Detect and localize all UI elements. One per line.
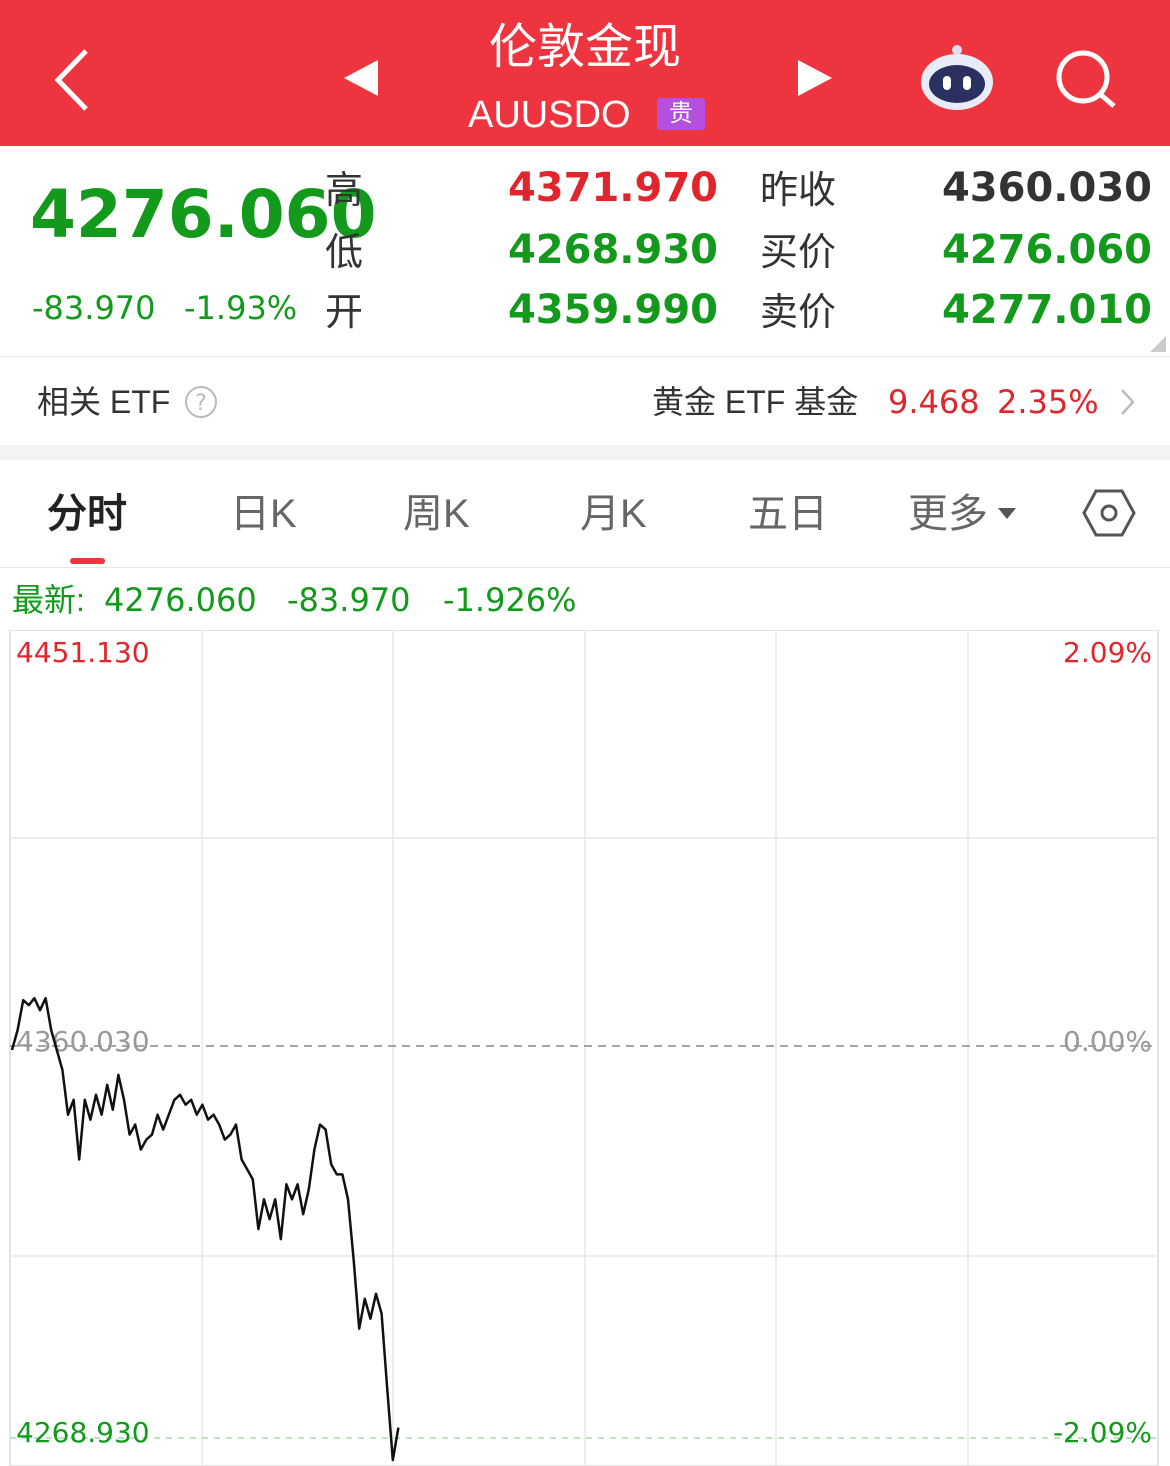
tab[interactable]: 周K xyxy=(403,492,470,536)
etf-price: 9.468 xyxy=(888,383,980,421)
settings-button[interactable] xyxy=(1082,488,1136,538)
tab-indicator xyxy=(70,558,105,564)
y-tick-label: 4268.930 xyxy=(16,1416,150,1449)
tab[interactable]: 月K xyxy=(580,492,647,536)
y2-tick-label: -2.09% xyxy=(1053,1416,1152,1449)
title: 伦敦金现 xyxy=(488,21,681,74)
code: AUUSDO xyxy=(468,94,631,136)
row-value2: 4276.060 xyxy=(941,227,1152,273)
chevron xyxy=(1121,389,1135,415)
divider xyxy=(0,567,1170,568)
chart: 4268.930 4360.030 4451.130 -2.09% 0.00% 2.09% xyxy=(9,630,1159,1466)
y2-tick-label: 2.09% xyxy=(1063,636,1152,669)
latest-label: 最新: xyxy=(12,582,85,618)
help-icon[interactable]: ? xyxy=(184,385,218,419)
row-label: 开 xyxy=(325,292,364,334)
tab[interactable]: 分时 xyxy=(47,492,127,536)
row-value: 4268.930 xyxy=(507,227,718,273)
row-value2: 4360.030 xyxy=(941,165,1152,211)
price: 4276.060 xyxy=(30,176,377,253)
latest-change: -83.970 xyxy=(287,581,411,619)
change-pct: -1.93% xyxy=(184,289,298,327)
etf-label: 相关 ETF xyxy=(37,384,171,420)
change: -83.970 xyxy=(32,289,156,327)
back-button[interactable] xyxy=(50,45,94,115)
y-tick-label: 4451.130 xyxy=(16,636,150,669)
etf-pct: 2.35% xyxy=(997,383,1099,421)
row-label2: 买价 xyxy=(760,232,837,274)
chart-frame xyxy=(9,630,1159,1466)
y2-tick-label: 0.00% xyxy=(1063,1025,1152,1058)
price-line xyxy=(10,996,400,1462)
spacer xyxy=(0,445,1170,460)
badge: 贵 xyxy=(657,98,705,130)
next-button[interactable] xyxy=(796,58,836,98)
latest-pct: -1.926% xyxy=(443,581,577,619)
row-value: 4371.970 xyxy=(507,165,718,211)
row-label2: 卖价 xyxy=(760,292,837,334)
etf-name: 黄金 ETF 基金 xyxy=(652,384,859,420)
row-value: 4359.990 xyxy=(507,287,718,333)
assistant-icon[interactable] xyxy=(918,42,996,112)
corner-mark xyxy=(1150,336,1166,352)
prev-button[interactable] xyxy=(340,58,380,98)
latest-price: 4276.060 xyxy=(104,581,257,619)
dropdown-arrow xyxy=(998,508,1016,519)
y-tick-label: 4360.030 xyxy=(16,1025,150,1058)
search-button[interactable] xyxy=(1054,48,1120,110)
row-label: 高 xyxy=(325,170,364,212)
row-value2: 4277.010 xyxy=(941,287,1152,333)
divider xyxy=(0,356,1170,357)
row-label: 低 xyxy=(325,232,364,274)
row-label2: 昨收 xyxy=(760,170,837,212)
tab[interactable]: 日K xyxy=(230,492,297,536)
svg-text:?: ? xyxy=(195,391,207,416)
top-bar: 伦敦金现 AUUSDO 贵 xyxy=(0,0,1170,146)
tab[interactable]: 更多 xyxy=(908,492,988,536)
tab[interactable]: 五日 xyxy=(748,492,828,536)
